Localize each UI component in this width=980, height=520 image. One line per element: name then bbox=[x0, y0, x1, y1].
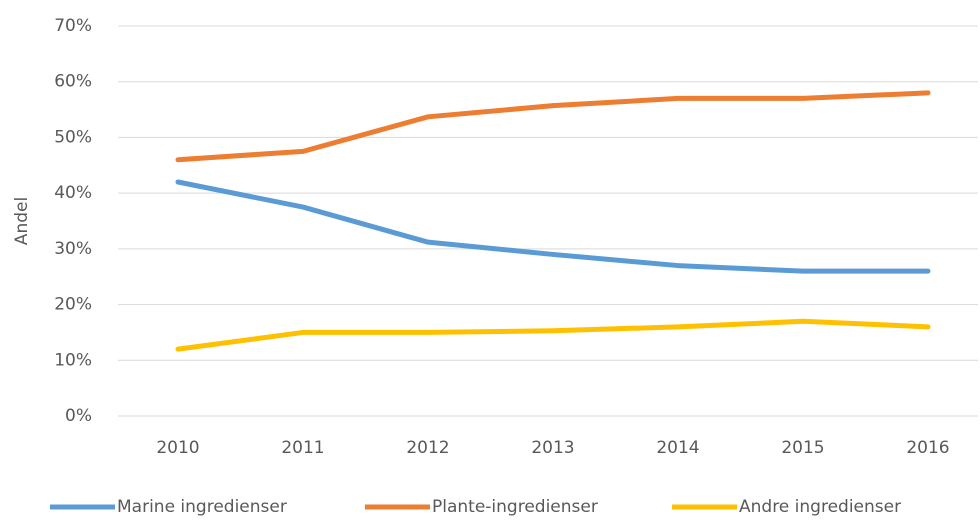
x-tick-label: 2010 bbox=[156, 438, 199, 458]
x-tick-label: 2012 bbox=[406, 438, 449, 458]
x-tick-label: 2014 bbox=[656, 438, 699, 458]
y-tick-label: 50% bbox=[54, 127, 92, 147]
x-tick-label: 2013 bbox=[531, 438, 574, 458]
y-tick-label: 30% bbox=[54, 239, 92, 259]
x-tick-label: 2016 bbox=[906, 438, 949, 458]
legend-label: Andre ingredienser bbox=[739, 497, 901, 517]
x-tick-label: 2011 bbox=[281, 438, 324, 458]
y-tick-label: 40% bbox=[54, 183, 92, 203]
y-tick-label: 70% bbox=[54, 16, 92, 36]
legend-label: Marine ingredienser bbox=[117, 497, 287, 517]
y-tick-label: 10% bbox=[54, 350, 92, 370]
series-line bbox=[175, 318, 931, 352]
series-line bbox=[175, 90, 931, 163]
x-tick-label: 2015 bbox=[781, 438, 824, 458]
legend-label: Plante-ingredienser bbox=[432, 497, 598, 517]
y-axis-label: Andel bbox=[12, 197, 32, 245]
y-tick-label: 0% bbox=[65, 406, 92, 426]
series-line bbox=[175, 179, 931, 274]
y-tick-label: 60% bbox=[54, 72, 92, 92]
y-tick-label: 20% bbox=[54, 295, 92, 315]
